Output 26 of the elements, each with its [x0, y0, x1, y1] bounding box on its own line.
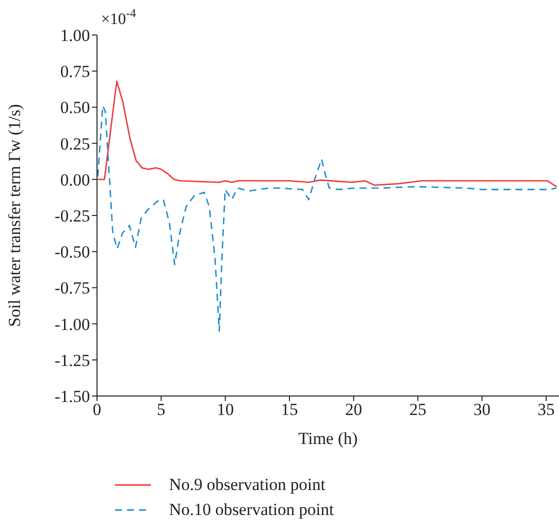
y-tick-label: 0.25 [60, 134, 90, 154]
x-tick-label: 30 [474, 400, 490, 420]
y-tick-label: 0.75 [60, 62, 90, 82]
y-axis-title: Soil water transfer term Γw (1/s) [5, 104, 24, 327]
y-tick-label: 0.00 [60, 170, 90, 190]
y-tick-label: 1.00 [60, 26, 90, 46]
legend-label: No.10 observation point [169, 500, 334, 520]
x-tick-label: 35 [538, 400, 555, 420]
y-tick-label: -0.25 [54, 206, 90, 226]
line-series [97, 80, 558, 188]
y-tick-label: -1.25 [54, 350, 90, 370]
x-tick-label: 20 [345, 400, 362, 420]
y-tick-label: -0.75 [54, 278, 90, 298]
legend-label: No.9 observation point [169, 474, 326, 494]
y-tick-label: -1.00 [54, 314, 90, 334]
y-tick-label: -0.50 [54, 242, 90, 262]
x-tick-label: 25 [409, 400, 426, 420]
y-tick-label: 0.50 [60, 98, 90, 118]
x-axis-title: Time (h) [298, 429, 358, 448]
x-tick-label: 5 [156, 400, 166, 420]
x-tick-label: 10 [216, 400, 234, 420]
y-tick-label: -1.50 [54, 387, 90, 406]
x-tick-label: 0 [92, 400, 102, 420]
x-tick-label: 15 [281, 400, 298, 420]
text: ×10$^{-4}$ [101, 6, 136, 28]
line-series [97, 105, 558, 332]
